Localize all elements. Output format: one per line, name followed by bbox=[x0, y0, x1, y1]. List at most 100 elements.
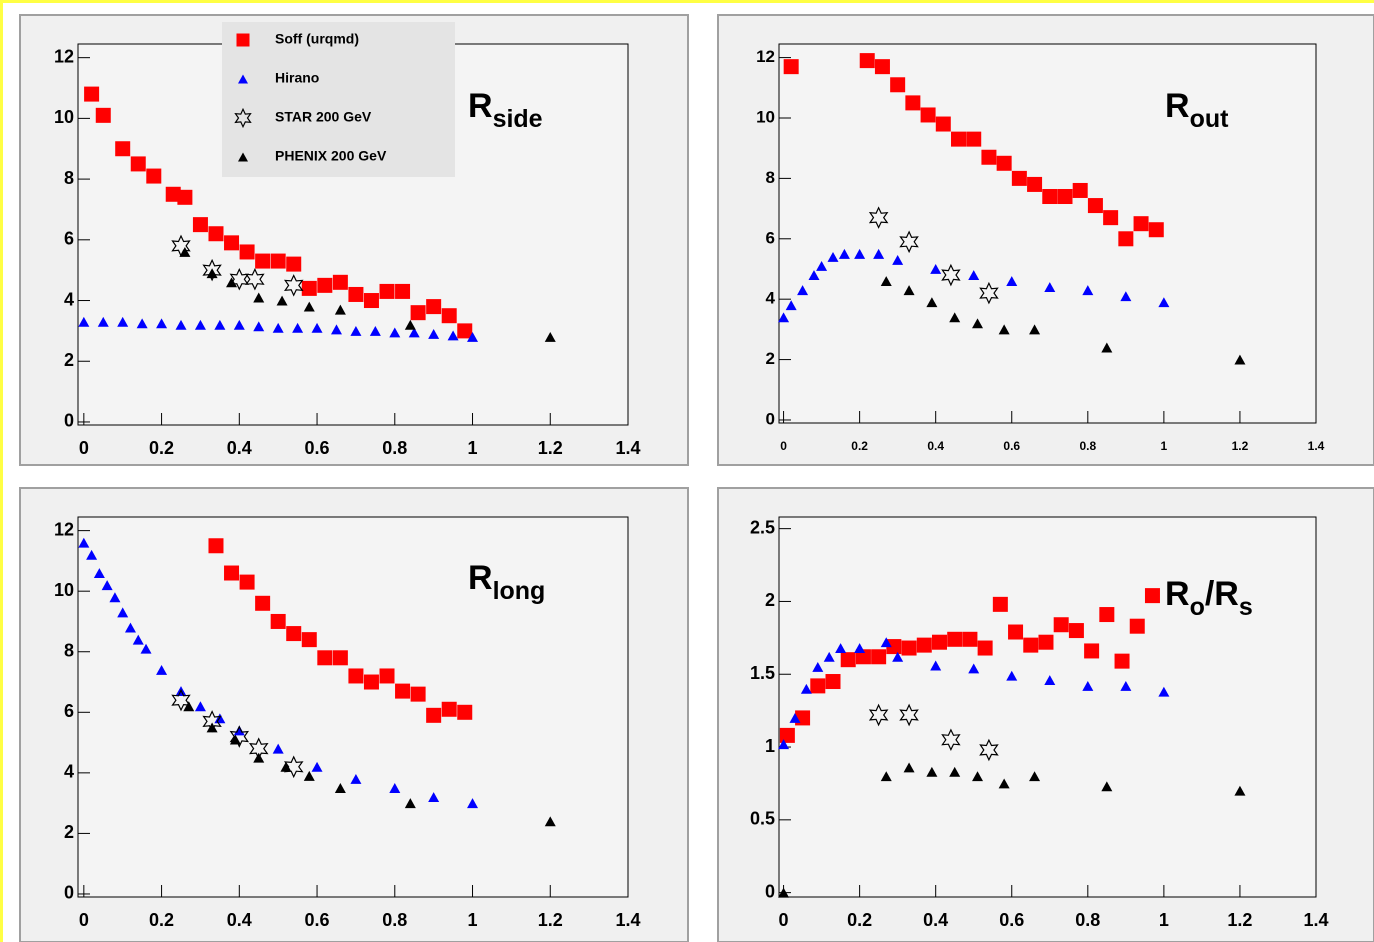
triangle-marker bbox=[544, 816, 556, 827]
triangle-marker bbox=[778, 312, 790, 323]
square-marker bbox=[935, 116, 951, 132]
y-tick-label: 0 bbox=[64, 411, 74, 431]
square-marker bbox=[1129, 618, 1145, 634]
square-marker bbox=[95, 107, 111, 123]
square-marker bbox=[239, 574, 255, 590]
triangle-marker bbox=[97, 316, 109, 327]
triangle-marker bbox=[1101, 781, 1113, 792]
triangle-marker bbox=[1101, 342, 1113, 353]
square-marker bbox=[270, 253, 286, 269]
square-marker bbox=[255, 253, 271, 269]
triangle-marker bbox=[808, 270, 820, 280]
plot-frame bbox=[77, 516, 629, 898]
top-border bbox=[0, 0, 1374, 3]
x-tick-label: 1.2 bbox=[538, 910, 563, 930]
panel-label-part: side bbox=[493, 105, 543, 133]
square-marker bbox=[457, 323, 473, 339]
square-marker bbox=[239, 244, 255, 260]
triangle-marker bbox=[544, 332, 556, 342]
x-tick-label: 0.2 bbox=[847, 910, 872, 930]
triangle-marker bbox=[292, 322, 304, 333]
square-marker bbox=[874, 59, 890, 75]
square-marker bbox=[130, 156, 146, 172]
star-marker bbox=[171, 688, 191, 712]
square-marker bbox=[115, 141, 131, 157]
y-tick-label: 0 bbox=[64, 883, 74, 903]
square-marker bbox=[1072, 182, 1088, 198]
triangle-marker bbox=[272, 322, 284, 333]
panel-label: Rside bbox=[468, 87, 543, 133]
square-marker bbox=[859, 53, 875, 69]
square-marker bbox=[192, 217, 208, 233]
triangle-marker bbox=[1082, 285, 1094, 296]
triangle-marker bbox=[428, 792, 440, 803]
square-marker bbox=[332, 274, 348, 290]
triangle-marker bbox=[880, 276, 892, 287]
triangle-marker bbox=[972, 318, 984, 329]
triangle-marker bbox=[233, 319, 245, 330]
square-marker bbox=[886, 639, 902, 655]
square-marker bbox=[270, 613, 286, 629]
triangle-marker bbox=[1234, 354, 1246, 365]
square-marker bbox=[1027, 176, 1043, 192]
y-tick-label: 8 bbox=[64, 640, 74, 660]
triangle-marker bbox=[1044, 282, 1056, 293]
square-marker bbox=[208, 538, 224, 554]
x-tick-label: 0.6 bbox=[305, 438, 330, 458]
triangle-marker bbox=[785, 300, 797, 311]
panel-label: Ro/Rs bbox=[1165, 575, 1253, 621]
panel-label-part: o bbox=[1190, 593, 1205, 621]
square-marker bbox=[441, 308, 457, 324]
triangle-marker bbox=[816, 261, 828, 271]
triangle-marker bbox=[194, 319, 206, 330]
x-tick-label: 1.4 bbox=[1308, 439, 1325, 453]
square-marker bbox=[410, 305, 426, 321]
square-marker bbox=[457, 704, 473, 720]
x-tick-label: 0.2 bbox=[149, 910, 174, 930]
legend-label: Hirano bbox=[275, 70, 319, 86]
triangle-marker bbox=[389, 327, 401, 338]
x-tick-label: 0.8 bbox=[382, 910, 407, 930]
triangle-marker bbox=[892, 651, 904, 662]
triangle-marker bbox=[389, 783, 401, 793]
triangle-marker bbox=[998, 324, 1010, 335]
y-tick-label: 2 bbox=[766, 349, 775, 368]
square-marker bbox=[1103, 210, 1119, 226]
triangle-marker bbox=[998, 778, 1010, 789]
triangle-marker bbox=[968, 663, 980, 674]
x-tick-label: 0.4 bbox=[227, 438, 252, 458]
triangle-marker bbox=[408, 327, 420, 338]
triangle-marker bbox=[789, 712, 801, 723]
triangle-marker bbox=[827, 251, 839, 262]
triangle-marker bbox=[78, 316, 90, 327]
triangle-marker bbox=[93, 568, 105, 578]
square-marker bbox=[317, 277, 333, 293]
x-tick-label: 1 bbox=[1159, 910, 1169, 930]
y-tick-label: 10 bbox=[54, 580, 74, 600]
x-tick-label: 0.2 bbox=[149, 438, 174, 458]
triangle-marker bbox=[101, 580, 113, 591]
x-tick-label: 1.4 bbox=[615, 438, 640, 458]
x-tick-label: 0.6 bbox=[1003, 439, 1020, 453]
star-marker bbox=[979, 281, 999, 305]
square-marker bbox=[286, 626, 302, 642]
y-tick-label: 12 bbox=[54, 46, 74, 66]
x-tick-label: 0.4 bbox=[923, 910, 948, 930]
y-tick-label: 6 bbox=[64, 229, 74, 249]
triangle-marker bbox=[179, 247, 191, 257]
y-tick-label: 0 bbox=[765, 881, 775, 901]
triangle-marker bbox=[800, 683, 812, 694]
square-marker bbox=[947, 631, 963, 647]
triangle-marker bbox=[1044, 675, 1056, 686]
x-tick-label: 0.2 bbox=[851, 439, 868, 453]
triangle-marker bbox=[838, 248, 850, 259]
triangle-marker bbox=[972, 771, 984, 782]
star-marker bbox=[868, 206, 889, 229]
triangle-marker bbox=[194, 701, 206, 712]
square-marker bbox=[84, 86, 100, 102]
triangle-marker bbox=[873, 248, 885, 259]
triangle-marker bbox=[156, 664, 168, 675]
triangle-marker bbox=[1082, 680, 1094, 691]
x-tick-label: 0 bbox=[79, 910, 89, 930]
triangle-marker bbox=[238, 74, 248, 84]
